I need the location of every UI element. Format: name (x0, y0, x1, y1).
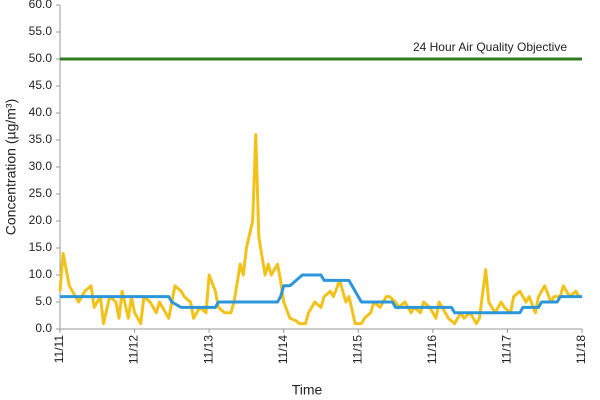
x-axis-label: Time (292, 382, 323, 398)
x-tick-label: 11/13 (201, 335, 215, 364)
x-tick-label: 11/14 (276, 335, 290, 364)
y-tick-label: 5.0 (35, 294, 52, 308)
y-axis-label: Concentration (µg/m³) (3, 99, 19, 235)
series-line (60, 273, 582, 315)
x-tick-label: 11/17 (500, 335, 514, 364)
y-tick-label: 15.0 (29, 240, 53, 254)
series-line (58, 133, 581, 326)
y-tick-label: 0.0 (35, 321, 52, 335)
x-tick-label: 11/15 (350, 335, 364, 364)
y-tick-label: 40.0 (29, 105, 53, 119)
y-tick-label: 35.0 (29, 132, 53, 146)
x-tick-label: 11/18 (574, 335, 588, 364)
y-tick-label: 45.0 (29, 78, 53, 92)
y-tick-label: 20.0 (29, 213, 53, 227)
x-tick-label: 11/12 (127, 335, 141, 364)
y-tick-label: 60.0 (29, 0, 53, 11)
y-tick-label: 55.0 (29, 24, 53, 38)
y-tick-label: 25.0 (29, 186, 53, 200)
y-tick-label: 50.0 (29, 51, 53, 65)
y-tick-label: 10.0 (29, 267, 53, 281)
annotation: 24 Hour Air Quality Objective (413, 40, 567, 54)
y-tick-label: 30.0 (29, 159, 53, 173)
x-tick-label: 11/16 (425, 335, 439, 364)
x-tick-label: 11/11 (52, 335, 66, 364)
